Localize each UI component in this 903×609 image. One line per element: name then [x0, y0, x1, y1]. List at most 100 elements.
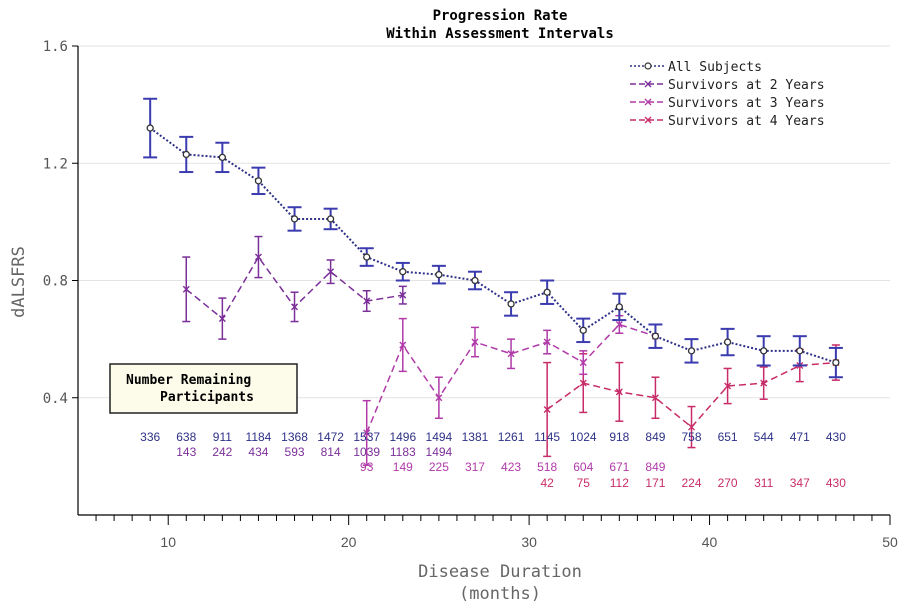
- count-label: 224: [681, 476, 701, 490]
- data-point: [471, 276, 479, 285]
- series-line: [366, 323, 656, 434]
- count-label: 1183: [390, 445, 416, 459]
- x-tick-label: 30: [521, 534, 537, 550]
- counts-layer: 336 638 911 1184 1368 1472 1537 1496 1494 1381 126…: [140, 430, 846, 490]
- data-point: [290, 215, 299, 223]
- data-point: [832, 358, 840, 367]
- y-tick-label: 0.4: [43, 391, 68, 407]
- count-label: 651: [718, 430, 738, 444]
- data-point: [579, 379, 587, 387]
- y-tick-label: 1.6: [43, 39, 68, 55]
- data-point: [146, 124, 154, 132]
- data-point: [399, 341, 407, 349]
- count-label: 171: [645, 476, 665, 490]
- data-point: [651, 394, 659, 402]
- data-point: [218, 153, 227, 162]
- count-label: 1261: [498, 430, 525, 444]
- count-label: 471: [790, 430, 810, 444]
- data-point: [254, 177, 263, 185]
- data-point: [688, 423, 696, 431]
- count-label: 242: [212, 445, 232, 459]
- data-point: [363, 297, 371, 305]
- count-label: 1368: [281, 430, 308, 444]
- count-label: 1494: [426, 445, 453, 459]
- count-label: 1184: [246, 430, 272, 444]
- x-tick-label: 40: [702, 534, 718, 550]
- data-point: [543, 338, 551, 346]
- data-point: [363, 253, 371, 261]
- x-axis-label: Disease Duration: [418, 562, 582, 582]
- y-axis-label: dALSFRS: [9, 246, 29, 318]
- gridlines: [78, 45, 890, 399]
- count-label: 849: [645, 430, 665, 444]
- data-point: [507, 350, 515, 358]
- data-point: [507, 300, 515, 308]
- legend-entry: Survivors at 4 Years: [630, 114, 825, 129]
- x-tick-label: 10: [160, 534, 176, 550]
- count-label: 671: [609, 460, 629, 474]
- data-point: [615, 388, 623, 396]
- data-point: [760, 379, 768, 387]
- count-label: 347: [790, 476, 810, 490]
- series-line: [546, 361, 836, 429]
- legend-label: Survivors at 3 Years: [668, 96, 825, 111]
- data-point: [471, 338, 479, 346]
- legend-marker: [644, 98, 652, 106]
- legend-label: All Subjects: [668, 60, 762, 75]
- annotation-box: Number Remaining Participants: [109, 363, 298, 414]
- data-point: [687, 347, 696, 355]
- count-label: 149: [393, 460, 413, 474]
- count-label: 604: [573, 460, 593, 474]
- count-label: 911: [213, 430, 232, 444]
- count-label: 143: [176, 445, 196, 459]
- series-0: [143, 97, 843, 379]
- count-label: 423: [501, 460, 521, 474]
- count-label: 593: [285, 445, 305, 459]
- count-label: 518: [537, 460, 557, 474]
- data-point: [579, 359, 587, 367]
- legend-marker: [644, 116, 652, 124]
- count-label: 1039: [353, 445, 380, 459]
- count-label: 434: [248, 445, 268, 459]
- count-label: 1472: [317, 430, 344, 444]
- data-point: [615, 320, 623, 328]
- data-point: [291, 303, 299, 311]
- series-layer: [143, 97, 843, 466]
- count-label: 225: [429, 460, 449, 474]
- data-point: [326, 215, 335, 223]
- data-point: [182, 150, 190, 159]
- data-point: [760, 347, 768, 355]
- data-point: [579, 326, 587, 334]
- count-label: 758: [681, 430, 701, 444]
- count-label: 112: [610, 476, 629, 490]
- count-label: 42: [540, 476, 554, 490]
- data-point: [723, 338, 732, 346]
- count-label: 1145: [534, 430, 560, 444]
- chart-title: Progression Rate: [433, 8, 568, 24]
- series-2: [362, 314, 660, 466]
- x-tick-label: 50: [882, 534, 898, 550]
- y-tick-label: 1.2: [43, 156, 68, 172]
- axes: 0.4 0.8 1.2 1.6 10 20 30 40 50: [43, 39, 898, 550]
- legend-marker: [644, 62, 652, 70]
- data-point: [543, 288, 551, 296]
- data-point: [615, 303, 623, 311]
- data-point: [399, 268, 407, 276]
- legend-entry: All Subjects: [630, 60, 762, 75]
- count-label: 75: [577, 476, 591, 490]
- legend-label: Survivors at 2 Years: [668, 78, 825, 93]
- legend-entry: Survivors at 2 Years: [630, 78, 825, 93]
- data-point: [182, 285, 190, 293]
- count-label: 430: [826, 430, 846, 444]
- x-tick-label: 20: [341, 534, 357, 550]
- count-label: 849: [645, 460, 665, 474]
- legend-entry: Survivors at 3 Years: [630, 96, 825, 111]
- data-point: [363, 429, 371, 437]
- count-label: 638: [176, 430, 196, 444]
- count-label: 1024: [570, 430, 597, 444]
- y-tick-label: 0.8: [43, 274, 68, 290]
- count-label: 814: [321, 445, 341, 459]
- data-point: [543, 405, 551, 413]
- count-label: 311: [754, 476, 773, 490]
